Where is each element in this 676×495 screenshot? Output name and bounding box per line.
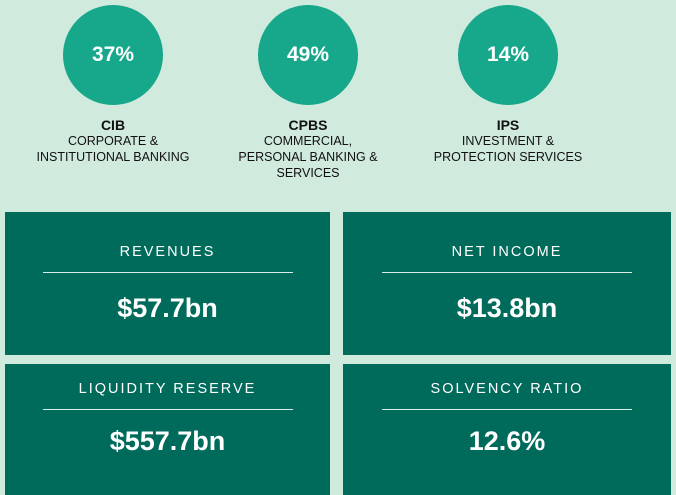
divider [382, 409, 632, 410]
divider [42, 272, 293, 273]
kpi-value: 12.6% [468, 426, 546, 456]
divider [42, 409, 293, 410]
segment: 49% CPBS COMMERCIAL, PERSONAL BANKING & SERV… [208, 5, 408, 181]
segment-name: SERVICES [276, 166, 340, 180]
segment: 37% CIB CORPORATE & INSTITUTIONAL BANKING [13, 5, 213, 165]
segment-name: CORPORATE & [67, 134, 159, 148]
segment-name: PERSONAL BANKING & [238, 150, 378, 164]
segment-code: IPS [496, 117, 520, 133]
kpi-value: $57.7bn [117, 293, 218, 323]
kpi-card: SOLVENCY RATIO 12.6% [343, 364, 671, 495]
segment: 14% IPS INVESTMENT & PROTECTION SERVICES [408, 5, 608, 165]
segment-code: CPBS [288, 117, 328, 133]
share-circle: 49% [258, 5, 358, 105]
kpi-label: REVENUES [119, 244, 216, 260]
kpi-label: LIQUIDITY RESERVE [78, 381, 257, 397]
kpi-card: REVENUES $57.7bn [5, 212, 330, 355]
share-circle: 37% [63, 5, 163, 105]
kpi-label: NET INCOME [451, 244, 563, 260]
segment-name: INSTITUTIONAL BANKING [36, 150, 190, 164]
segment-code: CIB [100, 117, 126, 133]
kpi-value: $13.8bn [456, 293, 558, 323]
divider [382, 272, 632, 273]
segment-name: COMMERCIAL, [263, 134, 353, 148]
kpi-card: LIQUIDITY RESERVE $557.7bn [5, 364, 330, 495]
kpi-label: SOLVENCY RATIO [430, 381, 584, 397]
kpi-card: NET INCOME $13.8bn [343, 212, 671, 355]
kpi-value: $557.7bn [109, 426, 226, 456]
segment-name: PROTECTION SERVICES [433, 150, 583, 164]
share-circle: 14% [458, 5, 558, 105]
segment-name: INVESTMENT & [461, 134, 555, 148]
